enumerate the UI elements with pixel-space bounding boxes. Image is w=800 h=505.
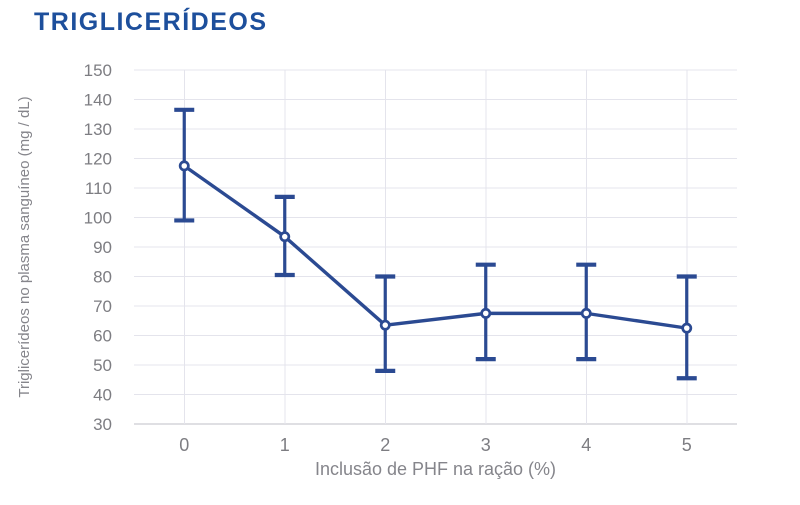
x-tick-label: 5 [682, 435, 692, 455]
y-tick-label: 40 [93, 386, 112, 405]
y-tick-label: 50 [93, 356, 112, 375]
y-tick-label: 70 [93, 297, 112, 316]
data-point-marker [279, 231, 291, 243]
y-tick-label: 60 [93, 327, 112, 346]
y-axis-title: Triglicerídeos no plasma sanguíneo (mg /… [16, 96, 33, 398]
y-tick-label: 150 [84, 61, 112, 80]
y-tick-label: 100 [84, 209, 112, 228]
chart-title: TRIGLICERÍDEOS [34, 8, 268, 36]
series-line [183, 164, 687, 330]
y-tick-label: 30 [93, 415, 112, 434]
data-point-marker [681, 322, 693, 334]
y-tick-label: 120 [84, 150, 112, 169]
data-point-marker [178, 160, 190, 172]
x-tick-label: 4 [581, 435, 591, 455]
x-tick-label: 1 [280, 435, 290, 455]
data-point-marker [379, 319, 391, 331]
x-tick-label: 2 [380, 435, 390, 455]
y-tick-label: 90 [93, 238, 112, 257]
x-axis-title: Inclusão de PHF na ração (%) [314, 459, 557, 479]
y-tick-label: 110 [85, 179, 112, 198]
x-tick-label: 3 [481, 435, 491, 455]
y-tick-label: 80 [93, 268, 112, 287]
y-tick-label: 140 [84, 91, 112, 110]
data-point-marker [580, 307, 592, 319]
y-tick-label: 130 [84, 120, 112, 139]
data-point-marker [480, 307, 492, 319]
x-tick-label: 0 [179, 435, 189, 455]
